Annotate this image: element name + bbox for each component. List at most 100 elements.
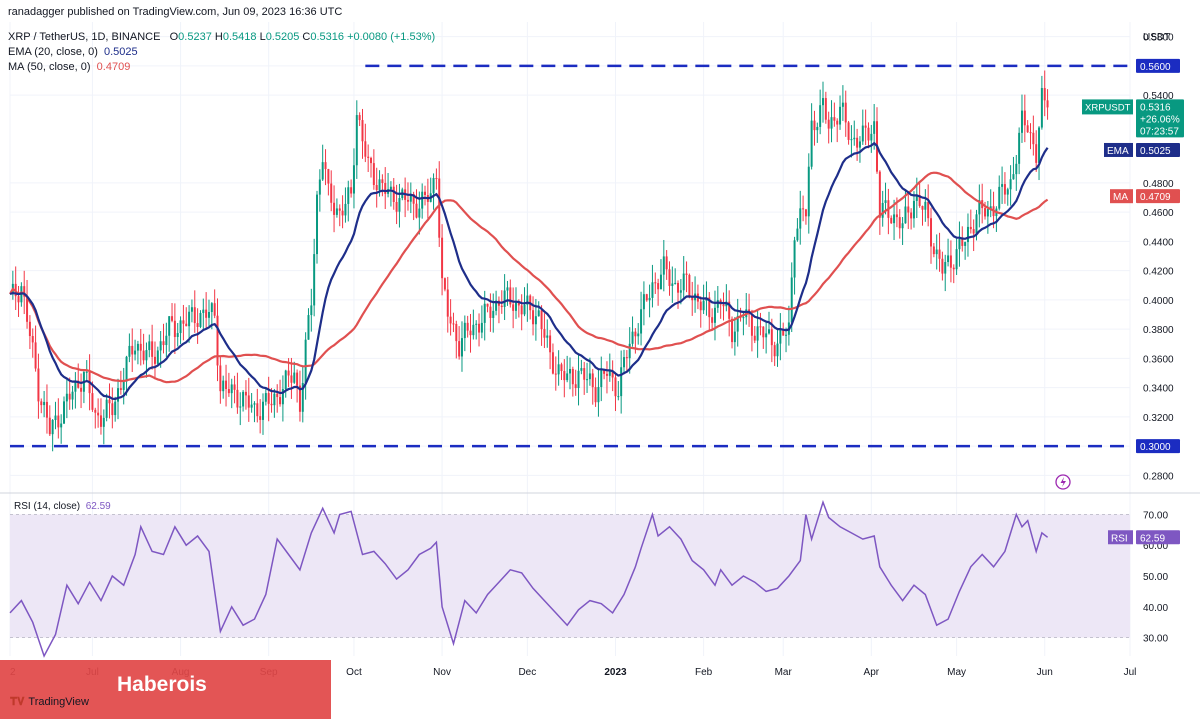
symbol-tag-bg [1082,99,1133,115]
candle-body [316,194,318,255]
candle-body [162,341,165,346]
candle-body [927,201,930,219]
candle-body [74,380,77,392]
candle-body [654,282,657,284]
tradingview-logo[interactable]: 𝐓𝐕 TradingView [10,696,89,709]
candle-body [549,335,552,353]
candle-body [779,329,782,344]
candle-body [671,283,674,286]
candle-body [958,239,961,250]
candle-body [597,387,600,403]
candle-body [102,417,105,427]
candle-body [938,249,941,259]
symbol-title: XRP / TetherUS, 1D, BINANCE [8,31,161,43]
candle-body [114,401,117,416]
candle-body [918,195,921,207]
candle-body [571,368,574,385]
candle-body [273,393,276,406]
candle-body [176,333,179,337]
candle-body [713,307,716,323]
candle-body [651,282,654,298]
current-price-tag-text-1: +26.06% [1140,114,1180,125]
candle-body [117,388,120,402]
candle-body [65,393,68,402]
candle-body [551,352,554,374]
candle-body [924,201,927,210]
candle-body [799,208,802,229]
current-price-tag-text-0: 0.5316 [1140,102,1171,113]
candle-body [608,371,611,376]
candle-body [458,341,461,357]
candle-body [989,206,992,210]
candle-body [370,157,373,164]
candle-body [941,258,944,274]
candle-body [822,98,824,106]
candle-body [603,370,606,374]
candle-body [159,341,162,351]
candle-body [236,389,239,408]
candle-body [409,193,412,202]
rsi-tick-label-2: 50.00 [1143,572,1168,583]
candle-body [330,183,333,203]
candle-body [753,335,756,341]
candle-body [210,303,213,312]
candle-body [776,343,779,357]
candle-body [105,399,108,418]
rsi-axis[interactable]: 70.00 60.00 50.00 40.00 30.00 [1143,510,1168,644]
high-value: 0.5418 [222,31,257,43]
candle-body [1032,132,1035,145]
candle-body [486,303,489,307]
candle-body [915,195,918,201]
candle-body [352,165,355,194]
candle-body [97,412,100,416]
candle-body [233,384,236,390]
candle-body [432,178,435,194]
candle-body [469,330,472,336]
candle-body [293,372,296,383]
candle-body [244,391,247,396]
candle-body [185,323,188,327]
candle-body [48,417,51,435]
candle-body [767,329,770,334]
candle-body [620,367,623,397]
ema-value-tag: 0.5025 [1136,142,1180,157]
candles [11,70,1049,452]
time-tick-label-5: Nov [433,667,451,678]
candle-body [347,187,350,204]
candle-body [475,323,478,325]
candle-body [893,214,896,224]
candle-body [1026,125,1029,133]
rsi-tag-label-bg [1108,530,1133,545]
ma-legend[interactable]: MA (50, close, 0) 0.4709 [8,61,131,73]
candle-body [975,214,978,234]
candle-body [446,289,449,317]
lightning-icon[interactable] [1055,474,1071,490]
candle-body [298,385,301,412]
candle-body [984,208,987,217]
candle-body [785,334,788,336]
candle-body [750,314,753,336]
candle-body [188,311,191,327]
candle-body [588,373,591,380]
ema-legend[interactable]: EMA (20, close, 0) 0.5025 [8,46,138,58]
candle-body [716,300,719,308]
support-tag: 0.3000 [1136,439,1180,454]
rsi-legend[interactable]: RSI (14, close) 62.59 [14,501,111,512]
candle-body [287,370,290,376]
ma-value-tag: 0.4709 [1136,189,1180,204]
candle-body [270,403,273,406]
candle-body [722,304,725,307]
ema20-line [9,141,1049,401]
ma-legend-value: 0.4709 [96,61,131,73]
candle-body [605,373,608,376]
candle-body [94,409,97,413]
candle-body [196,323,199,327]
candle-body [659,274,662,290]
resistance-tag-text-0: 0.5600 [1140,62,1171,73]
candle-body [921,206,924,210]
candle-body [43,401,46,406]
candle-body [367,156,370,158]
candle-body [1003,184,1006,195]
candle-body [134,350,137,355]
